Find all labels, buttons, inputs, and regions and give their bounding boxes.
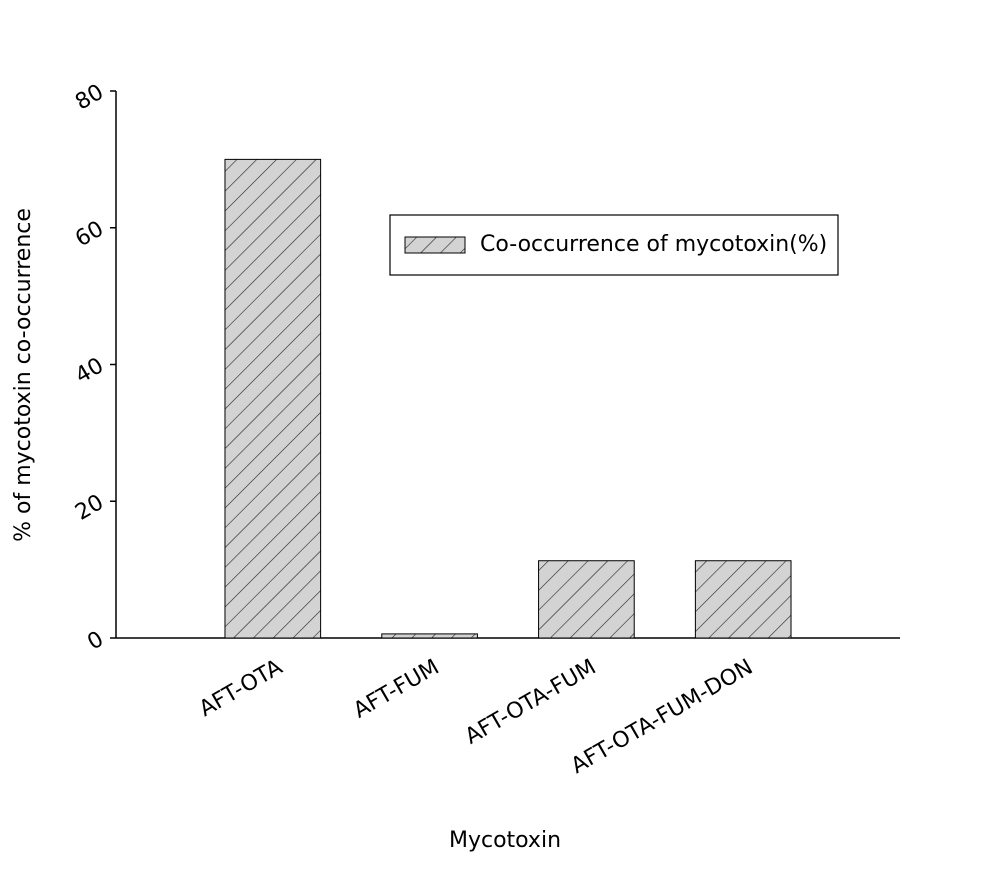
y-tick-label: 40 bbox=[71, 353, 108, 389]
x-tick-label: AFT-OTA-FUM bbox=[461, 655, 600, 750]
legend-label: Co-occurrence of mycotoxin(%) bbox=[480, 232, 827, 257]
bar-hatch bbox=[381, 633, 478, 639]
legend: Co-occurrence of mycotoxin(%) bbox=[389, 214, 839, 276]
bar-hatch bbox=[224, 158, 322, 639]
bar-hatch bbox=[694, 560, 792, 639]
y-axis-label: % of mycotoxin co-occurrence bbox=[11, 208, 36, 542]
y-tick-label: 60 bbox=[71, 216, 108, 252]
bar-hatch bbox=[538, 560, 635, 639]
y-tick-label: 0 bbox=[83, 627, 108, 656]
legend-swatch-hatch bbox=[404, 236, 466, 254]
y-tick-label: 20 bbox=[71, 490, 108, 526]
x-tick-label: AFT-FUM bbox=[349, 655, 443, 724]
x-axis-label: Mycotoxin bbox=[449, 828, 561, 853]
x-tick-label: AFT-OTA bbox=[195, 655, 287, 722]
y-tick-label: 80 bbox=[71, 80, 108, 116]
